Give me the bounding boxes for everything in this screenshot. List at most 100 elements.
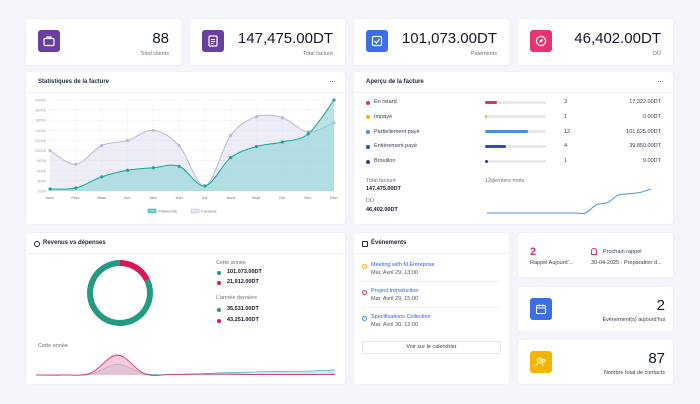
x-tick-label: Sept. bbox=[252, 195, 261, 200]
card-title: Statistiques de la facture bbox=[38, 79, 110, 85]
progress-fill bbox=[485, 159, 489, 163]
divider bbox=[354, 92, 673, 93]
invoice-stats-card: Statistiques de la facture ··· 20000 1800… bbox=[26, 72, 345, 224]
card-title: Aperçu de la facture bbox=[366, 79, 424, 85]
this-year-expense: 21,912.00DT bbox=[227, 279, 259, 285]
pie-chart-icon bbox=[34, 241, 40, 247]
data-point[interactable] bbox=[48, 187, 52, 191]
kpi-value: 147,475.00DT bbox=[237, 30, 333, 47]
data-point[interactable] bbox=[125, 168, 130, 172]
series-line-factures bbox=[49, 114, 335, 187]
today-events-card: 2 Événement(s) aujourd'hui bbox=[518, 287, 673, 331]
next-reminder-label: Prochain rappel bbox=[603, 249, 642, 255]
status-count: 3 bbox=[564, 99, 568, 105]
progress-fill bbox=[485, 144, 507, 148]
data-point[interactable] bbox=[280, 140, 284, 144]
invoice-line-chart: 20000 18000 16000 14000 12000 10000 8000 6000 40… bbox=[35, 98, 338, 214]
more-menu-icon[interactable]: ··· bbox=[329, 76, 336, 86]
invoice-overview-card: Aperçu de la facture ··· En retard 3 17,32… bbox=[354, 72, 673, 224]
event-title[interactable]: Specifications Collection bbox=[371, 314, 431, 320]
status-label: En retard bbox=[374, 99, 397, 105]
x-tick-label: Avr. bbox=[124, 195, 131, 200]
data-point[interactable] bbox=[125, 138, 130, 143]
y-tick-label: 20000 bbox=[35, 98, 47, 103]
due-value: 46,402.00DT bbox=[366, 207, 398, 213]
x-tick-label: Juil. bbox=[201, 195, 208, 200]
y-tick-label: 14000 bbox=[35, 128, 47, 133]
card-title: Événements bbox=[371, 240, 407, 246]
area-fill bbox=[36, 364, 335, 376]
data-point[interactable] bbox=[254, 115, 259, 119]
legend-swatch bbox=[147, 208, 157, 214]
data-point[interactable] bbox=[254, 144, 259, 149]
data-point[interactable] bbox=[229, 133, 233, 137]
income-dot bbox=[217, 308, 221, 312]
status-amount: 101,625.00DT bbox=[626, 128, 661, 135]
kpi-value: 46,402.00DT bbox=[574, 30, 661, 47]
status-progress-bar bbox=[485, 159, 546, 163]
event-date: Mar, Avril 29, 13:00 bbox=[371, 269, 418, 276]
data-point[interactable] bbox=[203, 184, 207, 188]
kpi-label: Total clients bbox=[140, 51, 169, 57]
expense-dot bbox=[217, 281, 221, 285]
kpi-label: DÛ bbox=[653, 51, 661, 57]
data-point[interactable] bbox=[280, 116, 284, 120]
donut-slice-dépenses[interactable] bbox=[119, 260, 150, 282]
donut-slice-revenus[interactable] bbox=[87, 260, 153, 326]
last-year-expense: 43,251.00DT bbox=[227, 317, 259, 323]
data-point[interactable] bbox=[177, 143, 181, 148]
document-icon bbox=[202, 30, 224, 52]
this-year-label: Cette année bbox=[216, 260, 246, 266]
last-year-label: L'année dernière bbox=[216, 295, 258, 301]
status-label: Partiellement payé bbox=[374, 128, 420, 135]
data-point[interactable] bbox=[151, 128, 155, 132]
status-dot bbox=[366, 159, 370, 164]
data-point[interactable] bbox=[100, 175, 104, 179]
legend-swatch bbox=[190, 208, 200, 214]
data-point[interactable] bbox=[100, 143, 104, 148]
revenue-donut-chart bbox=[87, 260, 153, 326]
data-point[interactable] bbox=[74, 162, 78, 166]
due-label: DÛ bbox=[366, 198, 374, 204]
status-count: 4 bbox=[564, 143, 568, 150]
status-dot bbox=[366, 130, 370, 135]
checkbox-icon bbox=[366, 30, 388, 52]
view-calendar-button[interactable]: Voir sur le calendrier bbox=[362, 341, 501, 354]
status-amount: 17,322.00DT bbox=[629, 99, 661, 105]
status-count: 12 bbox=[564, 128, 571, 135]
legend-label[interactable]: Paiements bbox=[158, 209, 177, 214]
series-line-paiements bbox=[49, 99, 335, 190]
reminder-count-label: Rappel Aujourd'... bbox=[530, 260, 574, 266]
status-dot bbox=[366, 144, 370, 149]
x-tick-label: Nov. bbox=[304, 195, 312, 200]
data-point[interactable] bbox=[48, 148, 52, 153]
users-icon bbox=[530, 351, 552, 373]
data-point[interactable] bbox=[177, 164, 181, 168]
legend-label[interactable]: Factures bbox=[201, 209, 217, 214]
event-title[interactable]: Meeting with M.Entreprise bbox=[371, 262, 435, 268]
event-title[interactable]: Project Introduction bbox=[371, 288, 419, 294]
x-tick-label: Mars bbox=[97, 195, 106, 200]
divider bbox=[362, 281, 501, 282]
more-menu-icon[interactable]: ··· bbox=[657, 76, 664, 86]
next-reminder-value[interactable]: 30-04-2025 - Preparation d... bbox=[591, 260, 662, 266]
data-point[interactable] bbox=[332, 98, 336, 102]
area-fill bbox=[36, 354, 335, 376]
data-point[interactable] bbox=[151, 166, 155, 170]
y-tick-label: 16000 bbox=[35, 118, 47, 123]
y-tick-label: 6000 bbox=[37, 168, 47, 173]
y-tick-label: 10000 bbox=[35, 148, 47, 153]
status-progress-bar bbox=[485, 130, 546, 134]
contacts-count: 87 bbox=[648, 350, 665, 367]
data-point[interactable] bbox=[306, 132, 310, 136]
sun-icon bbox=[362, 263, 367, 269]
status-dot bbox=[366, 115, 370, 120]
data-point[interactable] bbox=[74, 186, 78, 190]
status-count: 1 bbox=[564, 113, 568, 120]
kpi-value: 101,073.00DT bbox=[401, 30, 497, 47]
data-point[interactable] bbox=[229, 156, 233, 160]
status-label: Brouillon bbox=[374, 158, 396, 165]
x-tick-label: Janv. bbox=[45, 195, 54, 200]
period-label: 12derniers mois bbox=[485, 178, 525, 184]
status-amount: 0.00DT bbox=[642, 113, 661, 120]
